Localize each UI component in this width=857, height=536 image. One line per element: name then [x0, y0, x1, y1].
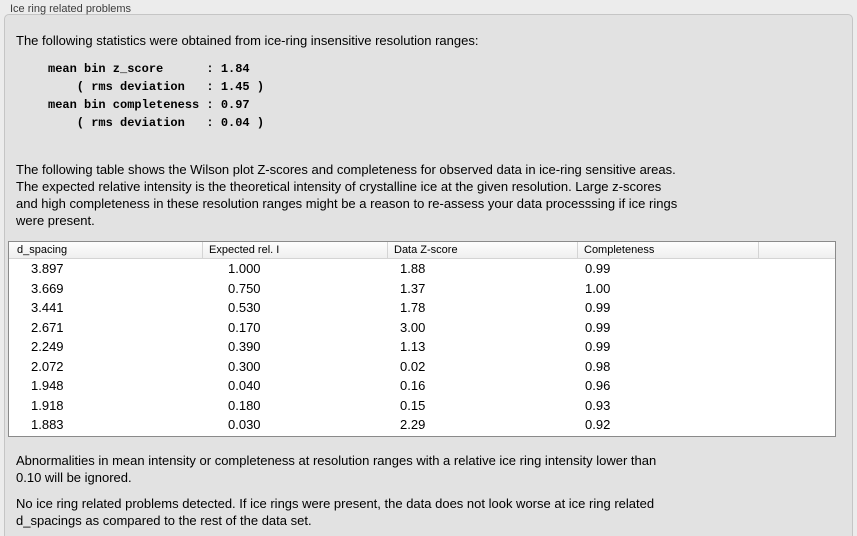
table-cell: 0.96	[585, 378, 611, 393]
table-row[interactable]: 2.249 0.390 1.13 0.99	[9, 337, 835, 357]
ice-ring-table-body: 3.897 1.000 1.88 0.99 3.669 0.750 1.37 1.00 3.44…	[9, 259, 835, 435]
table-cell: 2.29	[400, 417, 426, 432]
stats-block: mean bin z_score : 1.84 ( rms deviation …	[48, 62, 265, 130]
table-cell: 1.78	[400, 300, 426, 315]
table-cell: 0.180	[228, 397, 261, 413]
column-header-empty	[758, 242, 835, 258]
table-row[interactable]: 3.441 0.530 1.78 0.99	[9, 298, 835, 318]
table-cell: 0.02	[400, 358, 426, 374]
table-cell: 0.92	[585, 417, 611, 432]
table-row[interactable]: 1.918 0.180 0.15 0.93	[9, 396, 835, 416]
table-cell: 1.883	[31, 417, 64, 432]
table-row[interactable]: 3.669 0.750 1.37 1.00	[9, 279, 835, 299]
table-cell	[758, 415, 835, 435]
table-cell	[758, 396, 835, 416]
table-cell: 0.530	[228, 300, 261, 315]
ignore-note-text: Abnormalities in mean intensity or compl…	[16, 453, 657, 485]
table-cell: 0.98	[585, 358, 611, 374]
table-cell: 0.99	[585, 261, 611, 276]
table-cell: 0.170	[228, 319, 261, 335]
table-cell	[758, 376, 835, 396]
table-cell: 0.040	[228, 378, 261, 393]
table-cell	[758, 318, 835, 338]
table-cell: 1.88	[400, 261, 426, 276]
ice-ring-table[interactable]: d_spacing Expected rel. I Data Z-score C…	[8, 241, 836, 437]
table-row[interactable]: 2.671 0.170 3.00 0.99	[9, 318, 835, 338]
table-cell: 3.441	[31, 300, 64, 315]
table-cell	[758, 298, 835, 318]
table-cell: 3.00	[400, 319, 426, 335]
table-cell: 2.072	[31, 358, 64, 374]
column-header-d-spacing[interactable]: d_spacing	[17, 244, 68, 256]
column-header-data-z-score[interactable]: Data Z-score	[387, 242, 577, 258]
table-cell: 0.750	[228, 280, 261, 296]
table-row[interactable]: 1.948 0.040 0.16 0.96	[9, 376, 835, 396]
table-cell	[758, 337, 835, 357]
table-header-row: d_spacing Expected rel. I Data Z-score C…	[9, 242, 835, 259]
ice-ring-groupbox: The following statistics were obtained f…	[4, 14, 853, 536]
table-row[interactable]: 3.897 1.000 1.88 0.99	[9, 259, 835, 279]
table-cell: 0.15	[400, 397, 426, 413]
table-cell	[758, 279, 835, 299]
table-cell: 1.37	[400, 280, 426, 296]
column-header-completeness[interactable]: Completeness	[577, 242, 758, 258]
table-cell: 2.249	[31, 339, 64, 354]
table-cell: 0.16	[400, 378, 426, 393]
table-cell: 1.948	[31, 378, 64, 393]
table-cell: 0.030	[228, 417, 261, 432]
groupbox-title: Ice ring related problems	[10, 3, 132, 15]
stats-intro-text: The following statistics were obtained f…	[16, 33, 479, 48]
table-cell: 0.93	[585, 397, 611, 413]
conclusion-text: No ice ring related problems detected. I…	[16, 496, 655, 528]
table-cell: 0.99	[585, 319, 611, 335]
table-cell: 0.300	[228, 358, 261, 374]
table-cell: 3.669	[31, 280, 64, 296]
table-row[interactable]: 1.883 0.030 2.29 0.92	[9, 415, 835, 435]
table-cell: 1.00	[585, 280, 611, 296]
table-cell: 3.897	[31, 261, 64, 276]
table-cell: 1.918	[31, 397, 64, 413]
table-cell	[758, 357, 835, 377]
table-cell: 0.99	[585, 339, 611, 354]
table-cell	[758, 259, 835, 279]
table-cell: 0.390	[228, 339, 261, 354]
table-cell: 1.000	[228, 261, 261, 276]
table-description-text: The following table shows the Wilson plo…	[16, 162, 678, 228]
table-cell: 2.671	[31, 319, 64, 335]
table-cell: 1.13	[400, 339, 426, 354]
column-header-expected-rel-i[interactable]: Expected rel. I	[202, 242, 387, 258]
table-row[interactable]: 2.072 0.300 0.02 0.98	[9, 357, 835, 377]
table-cell: 0.99	[585, 300, 611, 315]
